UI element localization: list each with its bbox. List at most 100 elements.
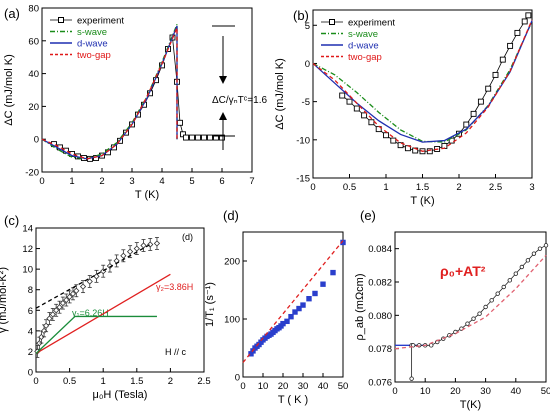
legend-swatch-marker (329, 19, 335, 25)
y-tick-label: -20 (25, 168, 39, 179)
x-axis-label-b: T (K) (410, 195, 434, 207)
annotation-a: ΔC/γₙTᶜ=1.6 (212, 95, 267, 106)
x-axis-label-e: T(K) (460, 399, 481, 411)
x-tick-label: 50 (338, 381, 349, 392)
legend-entry: two-gap (321, 52, 382, 63)
data-point (543, 243, 549, 248)
x-tick-label: 1 (101, 376, 106, 387)
x-tick-label: 1.5 (416, 182, 429, 193)
x-tick-label: 20 (450, 386, 461, 397)
series-c--6-26H (35, 315, 157, 354)
plot-frame-c (35, 227, 205, 373)
data-point (73, 287, 80, 294)
data-point (477, 311, 482, 316)
plot-frame-a (41, 7, 253, 173)
series-c--3-86H (35, 273, 171, 355)
data-point (201, 134, 207, 141)
legend-label: two-gap (77, 50, 111, 61)
data-point (485, 85, 492, 92)
panel-label-d: (d) (223, 208, 239, 223)
annotation-e: ρ₀+AT² (440, 263, 486, 279)
data-point (40, 327, 48, 334)
y-tick-label: 0 (34, 135, 39, 146)
data-point (361, 112, 368, 119)
y-tick-label: -10 (296, 135, 310, 146)
x-tick-label: 0 (33, 376, 38, 387)
series-d-fit (242, 240, 344, 363)
arrow-head-up (219, 112, 227, 120)
x-tick-label: 6 (219, 176, 224, 187)
x-tick-label: 0 (310, 182, 315, 193)
legend-entry: s-wave (50, 27, 107, 38)
data-point (63, 296, 70, 304)
legend-label: s-wave (77, 27, 107, 38)
series-b-d-wave (312, 20, 533, 143)
y-tick-label: 0 (235, 373, 240, 384)
x-tick-label: 1 (69, 176, 74, 187)
legend-entry: experiment (321, 18, 395, 29)
series-a-two-gap (41, 27, 178, 160)
data-point (213, 134, 219, 141)
data-point (180, 131, 186, 138)
annotation-c-field: H // c (165, 347, 187, 357)
series-line (41, 27, 178, 160)
data-point (49, 311, 56, 318)
series-line (41, 24, 178, 160)
data-point (288, 313, 294, 320)
data-point (59, 299, 66, 307)
data-point (66, 293, 73, 301)
y-tick-label: 80 (28, 4, 39, 15)
chart-e: 0 10 20 30 40 50 0.076 0.078 0.080 0.082 0.084 T(K)… (354, 231, 550, 411)
y-tick-label: 0.080 (368, 311, 392, 322)
y-tick-label: 20 (28, 102, 39, 113)
data-point (339, 92, 346, 99)
legend-label: d-wave (77, 39, 108, 50)
x-tick-label: 20 (278, 381, 289, 392)
y-tick-label: 2 (28, 347, 33, 358)
data-point (383, 132, 389, 139)
data-point (525, 258, 531, 263)
x-tick-label: 2 (168, 376, 173, 387)
y-tick-label: 100 (224, 315, 240, 326)
x-tick-label: 0.5 (63, 376, 76, 387)
series-line (394, 254, 547, 350)
legend-entry: d-wave (321, 41, 379, 52)
y-tick-label: 0.078 (368, 344, 392, 355)
legend-label: s-wave (348, 29, 378, 40)
data-point (153, 240, 161, 247)
x-tick-label: 50 (541, 386, 550, 397)
data-point (495, 291, 500, 296)
data-point (507, 278, 512, 283)
data-point (312, 290, 318, 297)
y-axis-label-c: γ (mJ/mol-K²) (0, 267, 9, 333)
data-point (346, 98, 353, 105)
data-point (296, 305, 302, 312)
data-point (147, 241, 154, 248)
data-point (525, 12, 532, 19)
annotation-c-inner: (d) (182, 232, 193, 242)
x-tick-label: 30 (480, 386, 491, 397)
data-point (38, 333, 45, 341)
x-tick-label: 2 (456, 182, 461, 193)
series-b-s-wave (312, 21, 533, 143)
y-axis-label-b: ΔC (mJ/mol K) (274, 58, 286, 130)
panel-label-c: (c) (4, 213, 19, 228)
data-point (195, 134, 201, 141)
x-tick-label: 30 (298, 381, 309, 392)
x-tick-label: 5 (189, 176, 194, 187)
x-tick-label: 3 (129, 176, 134, 187)
series-b-experiment (339, 12, 532, 155)
x-tick-label: 3 (529, 182, 534, 193)
data-point (409, 376, 414, 381)
x-tick-label: 4 (159, 176, 164, 187)
x-tick-label: 40 (318, 381, 329, 392)
legend-label: d-wave (348, 41, 379, 52)
data-point (300, 302, 306, 308)
data-point (514, 29, 521, 36)
panel-label-b: (b) (293, 8, 309, 23)
x-tick-label: 0.5 (343, 182, 356, 193)
legend-label: two-gap (348, 52, 382, 63)
data-point (284, 318, 290, 325)
